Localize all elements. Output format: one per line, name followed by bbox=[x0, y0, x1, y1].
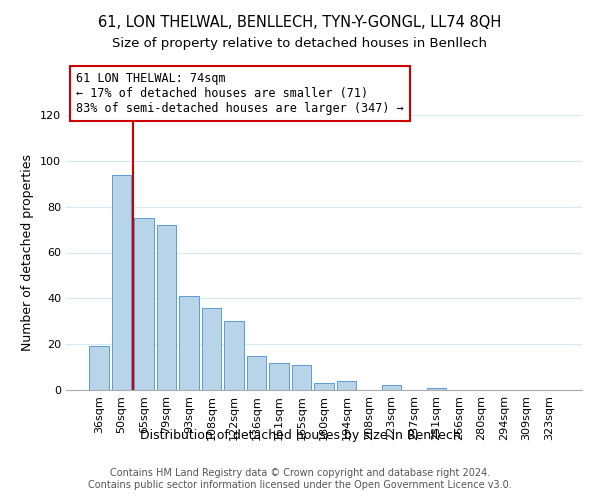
Bar bbox=[89, 346, 109, 390]
Text: Contains HM Land Registry data © Crown copyright and database right 2024.
Contai: Contains HM Land Registry data © Crown c… bbox=[88, 468, 512, 490]
Bar bbox=[157, 225, 176, 390]
Bar bbox=[202, 308, 221, 390]
Bar bbox=[112, 174, 131, 390]
Bar bbox=[134, 218, 154, 390]
Bar bbox=[382, 386, 401, 390]
Text: Distribution of detached houses by size in Benllech: Distribution of detached houses by size … bbox=[140, 428, 460, 442]
Bar bbox=[179, 296, 199, 390]
Bar bbox=[427, 388, 446, 390]
Bar bbox=[292, 365, 311, 390]
Text: 61, LON THELWAL, BENLLECH, TYN-Y-GONGL, LL74 8QH: 61, LON THELWAL, BENLLECH, TYN-Y-GONGL, … bbox=[98, 15, 502, 30]
Bar bbox=[247, 356, 266, 390]
Y-axis label: Number of detached properties: Number of detached properties bbox=[22, 154, 34, 351]
Bar bbox=[314, 383, 334, 390]
Bar bbox=[337, 381, 356, 390]
Bar bbox=[269, 362, 289, 390]
Bar bbox=[224, 322, 244, 390]
Text: Size of property relative to detached houses in Benllech: Size of property relative to detached ho… bbox=[113, 38, 487, 51]
Text: 61 LON THELWAL: 74sqm
← 17% of detached houses are smaller (71)
83% of semi-deta: 61 LON THELWAL: 74sqm ← 17% of detached … bbox=[76, 72, 404, 115]
